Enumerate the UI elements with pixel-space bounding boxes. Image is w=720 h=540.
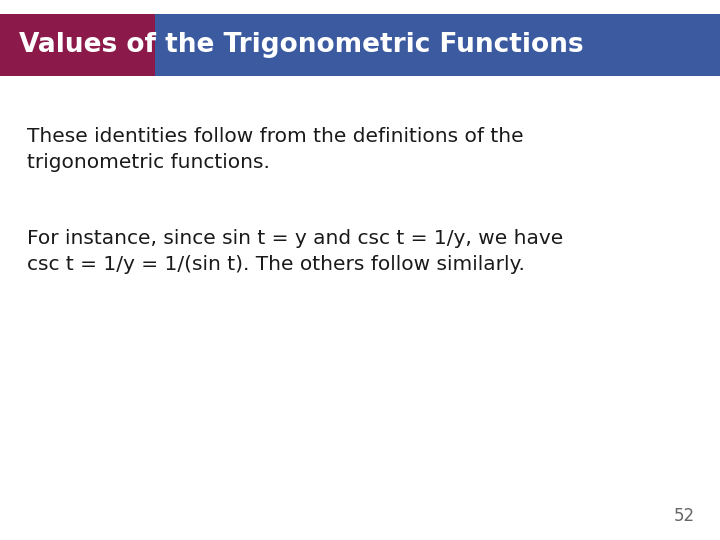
Text: 52: 52 — [674, 507, 695, 525]
Bar — [155, 14, 720, 76]
Text: These identities follow from the definitions of the
trigonometric functions.: These identities follow from the definit… — [27, 127, 524, 172]
Text: Values of the Trigonometric Functions: Values of the Trigonometric Functions — [19, 31, 584, 58]
Bar — [0, 14, 155, 76]
Text: For instance, since sin t = y and csc t = 1/y, we have
csc t = 1/y = 1/(sin t). : For instance, since sin t = y and csc t … — [27, 230, 564, 274]
